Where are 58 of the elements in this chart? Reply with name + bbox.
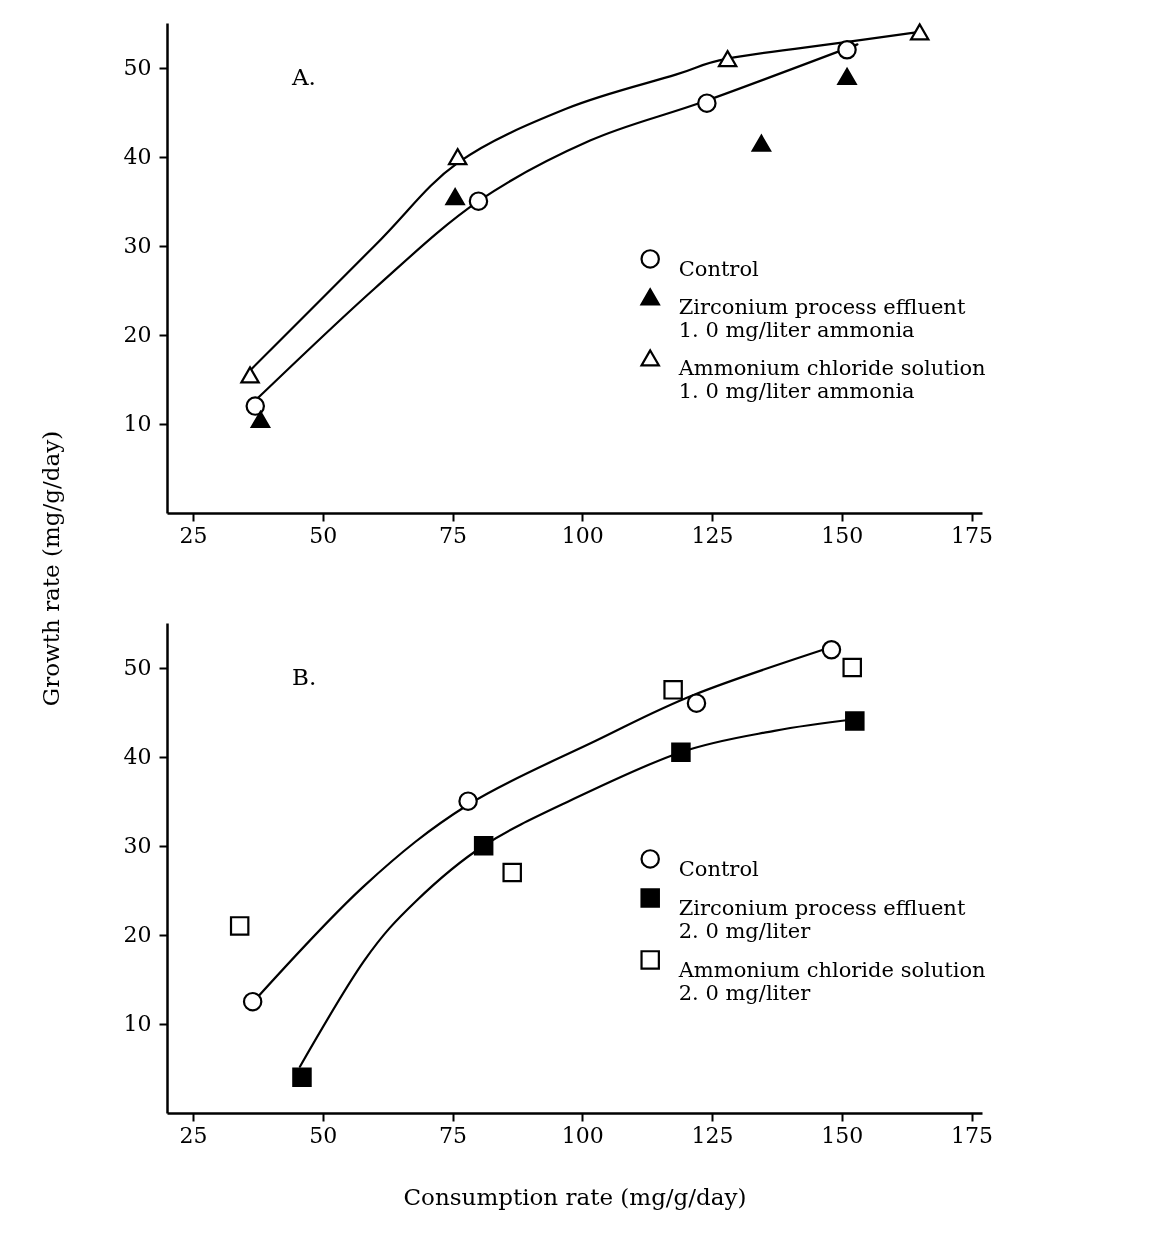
point bbox=[502, 862, 522, 883]
y-tick-label: 20 bbox=[123, 322, 152, 348]
x-tick-label: 25 bbox=[179, 522, 208, 548]
legend-label: Ammonium chloride solution 2. 0 mg/liter bbox=[677, 957, 986, 1005]
annotation: B. bbox=[292, 664, 317, 690]
x-tick-label: 125 bbox=[691, 1122, 734, 1148]
annotation: A. bbox=[291, 64, 316, 90]
point bbox=[468, 191, 489, 211]
legend-label: Control bbox=[678, 856, 760, 881]
point bbox=[242, 991, 263, 1012]
point bbox=[837, 39, 857, 60]
legend-label: Zirconium process effluent 2. 0 mg/liter bbox=[678, 895, 966, 943]
y-tick-label: 40 bbox=[123, 744, 152, 770]
x-tick-label: 25 bbox=[179, 1122, 208, 1148]
y-tick-label: 10 bbox=[123, 1011, 152, 1037]
point bbox=[473, 835, 494, 856]
point bbox=[697, 93, 717, 113]
x-tick-label: 125 bbox=[691, 522, 734, 548]
point bbox=[671, 742, 691, 762]
point bbox=[837, 67, 857, 86]
point bbox=[458, 791, 478, 811]
y-tick-label: 10 bbox=[123, 411, 152, 437]
point bbox=[245, 396, 266, 416]
x-tick-label: 100 bbox=[561, 1122, 604, 1148]
point bbox=[686, 693, 707, 713]
point bbox=[717, 50, 738, 68]
legend-label: Control bbox=[678, 256, 760, 281]
x-axis-title: Consumption rate (mg/g/day) bbox=[403, 1183, 747, 1210]
point bbox=[229, 916, 250, 936]
point bbox=[845, 711, 865, 731]
point bbox=[250, 410, 271, 429]
point bbox=[663, 680, 683, 700]
point bbox=[292, 1067, 312, 1088]
x-tick-label: 150 bbox=[821, 522, 864, 548]
legend-label: Ammonium chloride solution 1. 0 mg/liter ammonia bbox=[677, 355, 986, 403]
y-axis-title: Growth rate (mg/g/day) bbox=[37, 430, 64, 707]
x-tick-label: 175 bbox=[951, 1122, 994, 1148]
x-tick-label: 75 bbox=[439, 1122, 468, 1148]
x-tick-label: 150 bbox=[821, 1122, 864, 1148]
point bbox=[445, 188, 465, 206]
x-tick-label: 50 bbox=[309, 1122, 338, 1148]
x-tick-label: 75 bbox=[439, 522, 468, 548]
x-tick-label: 100 bbox=[561, 522, 604, 548]
y-tick-label: 40 bbox=[123, 144, 152, 170]
x-tick-label: 50 bbox=[309, 522, 338, 548]
y-tick-label: 30 bbox=[123, 833, 152, 859]
point bbox=[909, 23, 930, 41]
point bbox=[842, 657, 862, 678]
x-tick-label: 175 bbox=[951, 522, 994, 548]
y-tick-label: 20 bbox=[123, 922, 152, 948]
y-tick-label: 30 bbox=[123, 233, 152, 259]
y-tick-label: 50 bbox=[123, 55, 152, 81]
point bbox=[821, 639, 842, 660]
point bbox=[751, 134, 772, 152]
y-tick-label: 50 bbox=[123, 655, 152, 681]
legend-label: Zirconium process effluent 1. 0 mg/liter ammonia bbox=[678, 294, 966, 342]
point bbox=[447, 148, 468, 166]
point bbox=[240, 366, 260, 384]
